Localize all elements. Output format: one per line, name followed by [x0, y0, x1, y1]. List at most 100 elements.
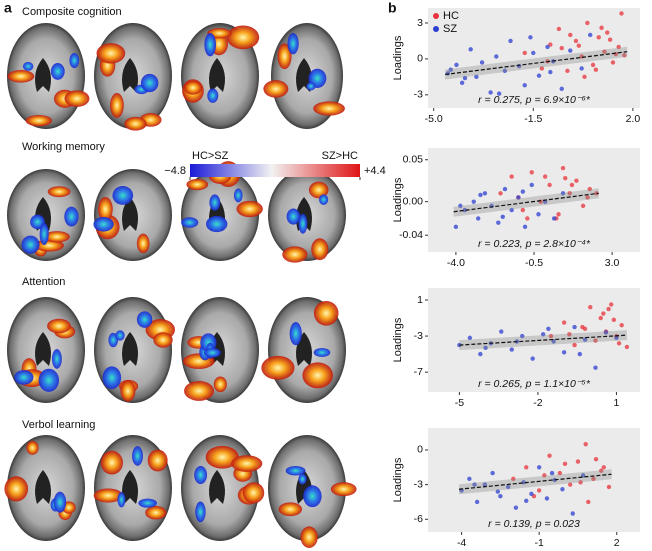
x-tick-label: 1: [614, 397, 620, 409]
activation-blob: [306, 82, 316, 91]
data-point: [540, 332, 546, 337]
activation-blob: [132, 446, 143, 466]
activation-blob: [26, 440, 39, 455]
colorbar-label: HC>SZ: [192, 150, 229, 162]
data-point: [531, 50, 536, 56]
activation-blob: [226, 25, 260, 50]
colorbar: [190, 164, 360, 177]
data-point: [536, 488, 542, 493]
activation-blob: [233, 188, 243, 203]
data-point: [624, 344, 630, 350]
activation-blob: [47, 186, 71, 198]
activation-blob: [4, 476, 29, 502]
annotation: r = 0.223, p = 2.8×10⁻⁴*: [478, 238, 591, 250]
data-point: [479, 60, 485, 65]
data-point: [561, 350, 567, 355]
data-point: [551, 216, 557, 221]
activation-blob: [136, 233, 150, 254]
activation-blob: [153, 332, 173, 348]
data-point: [601, 465, 607, 470]
activation-blob: [204, 33, 217, 57]
ventricle: [122, 58, 138, 92]
activation-blob: [213, 376, 227, 393]
data-point: [548, 69, 553, 75]
x-tick-label: -5.0: [425, 113, 443, 125]
data-point: [467, 476, 472, 482]
data-point: [459, 80, 465, 86]
data-point: [500, 214, 505, 219]
data-point: [502, 68, 508, 74]
data-point: [490, 470, 495, 476]
data-point: [582, 326, 588, 332]
activation-blob: [124, 116, 147, 131]
data-point: [528, 35, 533, 40]
y-tick-label: -3: [414, 478, 423, 490]
data-point: [462, 75, 468, 81]
ventricle: [122, 197, 138, 231]
activation-blob: [14, 370, 34, 385]
activation-blob: [181, 217, 199, 228]
activation-blob: [207, 88, 219, 103]
activation-blob: [313, 101, 345, 116]
data-point: [483, 345, 488, 351]
data-point: [536, 212, 541, 217]
data-point: [525, 216, 530, 221]
activation-blob: [112, 186, 134, 205]
row-title: Working memory: [22, 141, 105, 153]
data-point: [524, 498, 529, 503]
ventricle: [122, 470, 138, 504]
activation-blob: [263, 80, 289, 98]
brain-images: Composite cognition Working memory Attenti…: [4, 6, 357, 548]
data-point: [520, 207, 526, 213]
x-tick-label: -4.0: [447, 257, 465, 269]
colorbar-tick-label: +4.4: [364, 165, 386, 177]
data-point: [508, 38, 513, 44]
ventricle: [209, 58, 225, 92]
activation-blob: [93, 488, 123, 503]
activation-blob: [319, 194, 329, 205]
activation-blob: [287, 33, 299, 55]
data-point: [505, 484, 511, 490]
activation-blob: [100, 450, 123, 475]
data-point: [478, 192, 483, 198]
activation-blob: [277, 43, 292, 70]
data-point: [593, 457, 599, 462]
data-point: [605, 30, 610, 35]
data-point: [482, 482, 488, 487]
legend-label: SZ: [443, 23, 457, 35]
activation-blob: [308, 181, 329, 199]
data-point: [587, 186, 592, 192]
data-point: [546, 326, 551, 332]
data-point: [522, 224, 528, 230]
data-point: [563, 175, 568, 181]
activation-blob: [7, 70, 35, 83]
y-tick-label: -3: [414, 330, 423, 342]
y-tick-label: 3: [417, 17, 423, 29]
x-tick-label: -4: [457, 537, 466, 549]
data-point: [599, 25, 604, 30]
data-point: [579, 66, 584, 71]
activation-blob: [285, 465, 306, 476]
data-point: [619, 323, 624, 328]
colorbar-label: SZ>HC: [322, 150, 358, 162]
data-point: [496, 220, 501, 225]
data-point: [498, 191, 503, 196]
data-point: [488, 90, 493, 95]
activation-blob: [261, 355, 295, 380]
data-point: [575, 459, 581, 464]
data-point: [574, 178, 579, 183]
x-tick-label: -5: [455, 397, 464, 409]
plot-area: [428, 8, 640, 108]
activation-blob: [44, 231, 70, 243]
data-point: [542, 473, 547, 478]
data-point: [567, 482, 573, 487]
data-point: [544, 496, 550, 501]
annotation: r = 0.275, p = 6.9×10⁻⁶*: [478, 94, 591, 106]
activation-blob: [278, 502, 303, 517]
data-point: [590, 62, 596, 68]
activation-blob: [282, 246, 308, 263]
data-point: [556, 26, 562, 32]
data-point: [593, 338, 598, 343]
y-axis-label: Loadings: [392, 317, 404, 362]
activation-blob: [30, 214, 45, 230]
